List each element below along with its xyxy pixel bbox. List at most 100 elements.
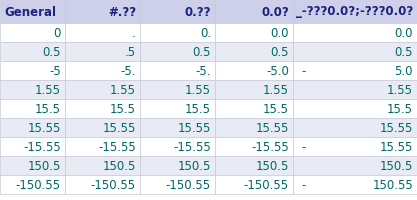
- Text: 15.55: 15.55: [256, 121, 289, 134]
- Bar: [0, 100, 65, 118]
- Text: 150.5: 150.5: [103, 159, 136, 172]
- Bar: [293, 24, 417, 43]
- Bar: [0, 0, 65, 24]
- Text: -5: -5: [49, 65, 61, 78]
- Text: 150.5: 150.5: [379, 159, 413, 172]
- Text: -150.55: -150.55: [166, 178, 211, 191]
- Text: 15.55: 15.55: [379, 140, 413, 153]
- Text: 0.: 0.: [200, 27, 211, 40]
- Text: -15.55: -15.55: [98, 140, 136, 153]
- Text: 0.5: 0.5: [193, 46, 211, 59]
- Text: 0.5: 0.5: [43, 46, 61, 59]
- Bar: [215, 156, 293, 175]
- Text: 1.55: 1.55: [263, 84, 289, 97]
- Bar: [293, 81, 417, 100]
- Bar: [293, 156, 417, 175]
- Text: 15.55: 15.55: [28, 121, 61, 134]
- Bar: [215, 137, 293, 156]
- Bar: [140, 81, 215, 100]
- Text: 150.55: 150.55: [372, 178, 413, 191]
- Bar: [0, 118, 65, 137]
- Text: 15.55: 15.55: [103, 121, 136, 134]
- Text: 0.0?: 0.0?: [261, 5, 289, 18]
- Bar: [215, 100, 293, 118]
- Bar: [140, 175, 215, 194]
- Bar: [65, 175, 140, 194]
- Text: 5.0: 5.0: [394, 65, 413, 78]
- Text: -: -: [301, 178, 305, 191]
- Text: .: .: [132, 27, 136, 40]
- Text: -15.55: -15.55: [23, 140, 61, 153]
- Bar: [140, 100, 215, 118]
- Text: -150.55: -150.55: [244, 178, 289, 191]
- Text: -5.0: -5.0: [266, 65, 289, 78]
- Text: -15.55: -15.55: [251, 140, 289, 153]
- Text: 15.55: 15.55: [379, 121, 413, 134]
- Bar: [293, 100, 417, 118]
- Text: _-???0.0?;-???0.0?: _-???0.0?;-???0.0?: [296, 5, 413, 18]
- Bar: [293, 43, 417, 62]
- Bar: [215, 81, 293, 100]
- Bar: [140, 137, 215, 156]
- Text: 1.55: 1.55: [110, 84, 136, 97]
- Text: 1.55: 1.55: [35, 84, 61, 97]
- Text: 0: 0: [54, 27, 61, 40]
- Text: -150.55: -150.55: [91, 178, 136, 191]
- Bar: [0, 137, 65, 156]
- Text: 15.5: 15.5: [387, 102, 413, 115]
- Bar: [0, 43, 65, 62]
- Bar: [293, 137, 417, 156]
- Text: 0.0: 0.0: [271, 27, 289, 40]
- Text: #.??: #.??: [108, 5, 136, 18]
- Bar: [140, 24, 215, 43]
- Bar: [293, 0, 417, 24]
- Text: 150.5: 150.5: [28, 159, 61, 172]
- Bar: [140, 156, 215, 175]
- Bar: [0, 81, 65, 100]
- Bar: [65, 118, 140, 137]
- Text: 1.55: 1.55: [185, 84, 211, 97]
- Bar: [65, 24, 140, 43]
- Bar: [140, 43, 215, 62]
- Bar: [293, 118, 417, 137]
- Text: .5: .5: [125, 46, 136, 59]
- Text: 15.5: 15.5: [263, 102, 289, 115]
- Bar: [65, 0, 140, 24]
- Bar: [215, 24, 293, 43]
- Text: 15.5: 15.5: [110, 102, 136, 115]
- Bar: [0, 62, 65, 81]
- Bar: [65, 137, 140, 156]
- Bar: [65, 156, 140, 175]
- Text: 1.55: 1.55: [387, 84, 413, 97]
- Text: 150.5: 150.5: [256, 159, 289, 172]
- Text: 0.5: 0.5: [394, 46, 413, 59]
- Bar: [65, 62, 140, 81]
- Bar: [0, 24, 65, 43]
- Text: 0.0: 0.0: [394, 27, 413, 40]
- Bar: [65, 100, 140, 118]
- Bar: [140, 118, 215, 137]
- Bar: [0, 175, 65, 194]
- Text: 15.55: 15.55: [178, 121, 211, 134]
- Bar: [0, 156, 65, 175]
- Text: -150.55: -150.55: [16, 178, 61, 191]
- Text: 150.5: 150.5: [178, 159, 211, 172]
- Bar: [140, 0, 215, 24]
- Bar: [215, 175, 293, 194]
- Bar: [65, 81, 140, 100]
- Text: -15.55: -15.55: [173, 140, 211, 153]
- Bar: [293, 62, 417, 81]
- Bar: [215, 62, 293, 81]
- Text: -5.: -5.: [196, 65, 211, 78]
- Text: General: General: [4, 5, 56, 18]
- Bar: [215, 118, 293, 137]
- Text: 0.5: 0.5: [271, 46, 289, 59]
- Text: -: -: [301, 65, 305, 78]
- Bar: [215, 43, 293, 62]
- Text: 15.5: 15.5: [185, 102, 211, 115]
- Bar: [215, 0, 293, 24]
- Bar: [140, 62, 215, 81]
- Text: -: -: [301, 140, 305, 153]
- Text: -5.: -5.: [121, 65, 136, 78]
- Bar: [65, 43, 140, 62]
